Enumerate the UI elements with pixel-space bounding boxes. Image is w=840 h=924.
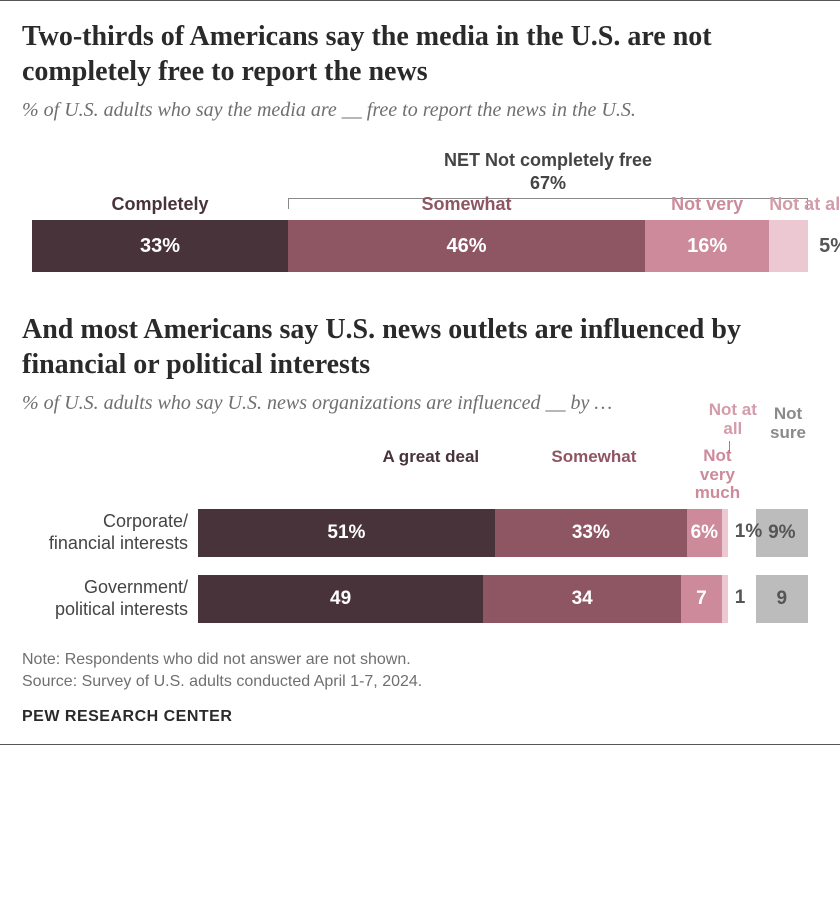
chart2-header: A great dealSomewhatNot verymuchNot atal… (32, 447, 808, 503)
footer-source: Source: Survey of U.S. adults conducted … (22, 671, 818, 693)
chart1-seg: 46% (288, 220, 645, 272)
chart2-header-cols: A great dealSomewhatNot verymuchNot atal… (198, 447, 808, 503)
chart2-row-label: Government/political interests (32, 577, 198, 620)
infographic-container: Two-thirds of Americans say the media in… (0, 0, 840, 745)
chart1-seg-label: Somewhat (288, 194, 645, 221)
net-bracket-value: 67% (288, 173, 808, 194)
chart2-seg: 7 (681, 575, 722, 623)
chart2-col-label: A great deal (198, 447, 497, 503)
chart1-seg: 33% (32, 220, 288, 272)
chart2-col-label: Somewhat (497, 447, 691, 503)
chart2-row-label: Corporate/financial interests (32, 511, 198, 554)
chart2-seg: 49 (198, 575, 483, 623)
chart1-seg-label: Not at all (769, 194, 808, 221)
chart2-tick (729, 441, 730, 453)
net-bracket-label: NET Not completely free (288, 150, 808, 171)
chart1-seg-value-outside: 5% (819, 235, 840, 258)
chart2-col-label-notsure: Notsure (760, 405, 816, 442)
chart2-rows: Corporate/financial interests51%33%6%9%1… (32, 509, 808, 623)
chart-freedom: NET Not completely free 67% CompletelySo… (32, 154, 808, 272)
chart2-seg: 51% (198, 509, 495, 557)
chart1-seglabels: CompletelySomewhatNot veryNot at all (32, 194, 808, 221)
footer-notes: Note: Respondents who did not answer are… (22, 649, 818, 694)
section2-subtitle: % of U.S. adults who say U.S. news organ… (22, 390, 818, 417)
footer-note: Note: Respondents who did not answer are… (22, 649, 818, 671)
chart2-col-label-notatall: Not atall (701, 401, 765, 438)
chart1-seg-label: Not very (645, 194, 769, 221)
chart2-seg: 9% (756, 509, 808, 557)
chart-influence: A great dealSomewhatNot verymuchNot atal… (32, 447, 808, 623)
chart2-seg: 34 (483, 575, 681, 623)
section1-title: Two-thirds of Americans say the media in… (22, 19, 818, 89)
chart1-seg-label: Completely (32, 194, 288, 221)
footer-attribution: PEW RESEARCH CENTER (22, 708, 818, 726)
chart1-seg (769, 220, 808, 272)
section1-subtitle: % of U.S. adults who say the media are _… (22, 97, 818, 124)
chart1-bar: 33%46%16% (32, 220, 808, 272)
chart2-col-label: Not verymuch (691, 447, 744, 503)
chart2-row: Government/political interests4934791 (32, 575, 808, 623)
chart2-bar: 4934791 (198, 575, 808, 623)
chart2-seg-value-outside: 1 (735, 587, 746, 609)
chart2-seg: 9 (756, 575, 808, 623)
chart2-seg: 33% (495, 509, 687, 557)
chart2-seg: 6% (687, 509, 722, 557)
chart2-bar: 51%33%6% 9%1% (198, 509, 808, 557)
chart2-seg-value-outside: 1% (735, 521, 762, 543)
chart2-row: Corporate/financial interests51%33%6% 9%1… (32, 509, 808, 557)
section2-title: And most Americans say U.S. news outlets… (22, 312, 818, 382)
chart1-seg: 16% (645, 220, 769, 272)
